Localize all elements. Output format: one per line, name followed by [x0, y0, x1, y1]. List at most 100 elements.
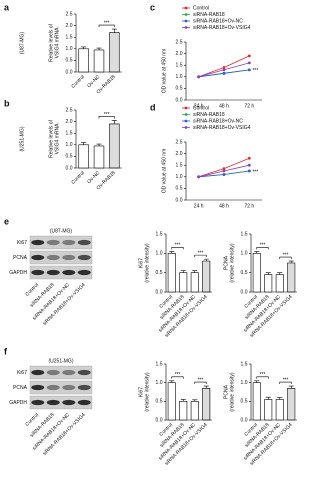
y-tick-label: 1.0: [156, 380, 163, 386]
significance-bracket: [194, 254, 207, 258]
error-bar: [288, 385, 294, 389]
y-tick-label: 1.0: [241, 251, 248, 257]
y-tick-label: 1.5: [66, 131, 73, 137]
y-tick-label: 0.5: [66, 154, 73, 160]
y-tick-label: 0.0: [156, 417, 163, 423]
legend-label: Control: [193, 105, 209, 111]
significance-bracket: [256, 376, 269, 379]
figure: abcdef(U87-MG)Ki67PCNAGAPDHControlsiRNA-…: [4, 2, 297, 467]
blot-band: [46, 369, 60, 376]
point: [247, 169, 251, 173]
error-bar: [81, 46, 87, 49]
y-axis-label: (relative intensity): [229, 372, 235, 412]
blot-band: [46, 254, 60, 261]
y-tick-label: 2.0: [176, 151, 183, 157]
blot-band: [62, 369, 76, 376]
y-tick-label: 2.5: [176, 139, 183, 145]
panel-letter: f: [4, 346, 8, 356]
blot-band: [62, 269, 76, 276]
x-tick-label: 24 h: [194, 203, 204, 209]
blot-band: [31, 254, 45, 261]
error-bar: [96, 47, 102, 50]
legend-label: siRNA-RAB18+Ov-NC: [193, 18, 243, 24]
error-bar: [254, 380, 260, 383]
error-bar: [288, 260, 294, 263]
y-axis-label: (relative intensity): [144, 243, 150, 283]
blot-band: [31, 269, 45, 276]
y-tick-label: 1.0: [176, 174, 183, 180]
point: [222, 71, 226, 75]
blot-row-label: Ki67: [17, 370, 27, 376]
error-bar: [111, 120, 117, 124]
y-axis-label: PCNA: [223, 255, 229, 270]
point: [247, 156, 251, 160]
significance-bracket: [98, 24, 115, 28]
y-tick-label: 2.0: [176, 51, 183, 57]
y-tick-label: 2.0: [66, 119, 73, 125]
point: [197, 75, 201, 79]
blot-row-label: GAPDH: [9, 400, 27, 406]
legend-marker: [184, 119, 188, 123]
panel-letter: b: [4, 98, 10, 108]
y-axis-label: Ki67: [138, 387, 144, 397]
error-bar: [265, 396, 271, 400]
x-tick-label: 48 h: [219, 103, 229, 109]
error-bar: [192, 399, 198, 402]
significance-bracket: [171, 376, 184, 379]
blot-strip: [29, 235, 93, 250]
error-bar: [111, 28, 117, 33]
y-axis-label: VSIG4 mRNA: [54, 27, 60, 59]
y-axis-label: Ki67: [138, 258, 144, 268]
error-bar: [180, 270, 186, 273]
legend-marker: [184, 113, 188, 116]
blot-band: [62, 399, 76, 406]
bar: [264, 274, 273, 293]
bar: [287, 262, 296, 293]
legend-label: Control: [193, 5, 209, 11]
significance-label: ***: [252, 68, 258, 74]
significance-bracket: [171, 247, 184, 250]
blot-band: [31, 369, 45, 376]
error-bar: [180, 399, 186, 402]
y-tick-label: 0.0: [176, 197, 183, 203]
panel-letter: d: [150, 102, 156, 112]
panel-letter: c: [150, 2, 155, 12]
blot-band: [77, 384, 91, 391]
significance-label: ***: [104, 20, 110, 26]
significance-label: ***: [175, 243, 181, 249]
y-tick-label: 1.0: [176, 74, 183, 80]
y-axis-label: Relative levels of: [48, 23, 54, 61]
legend-label: siRNA-RAB18+Ov-VSIG4: [193, 25, 251, 31]
error-bar: [277, 397, 283, 400]
bar: [252, 253, 261, 293]
x-tick-label: 48 h: [219, 203, 229, 209]
bar: [275, 399, 284, 421]
significance-label: ***: [283, 377, 289, 383]
blot-strip: [29, 395, 93, 410]
bar: [78, 144, 89, 169]
bar: [190, 272, 199, 293]
y-axis-label: PCNA: [223, 384, 229, 399]
point: [247, 68, 251, 72]
y-tick-label: 0.0: [241, 289, 248, 295]
significance-label: ***: [198, 250, 204, 256]
blot-cell: (U251-MG): [48, 358, 73, 364]
y-tick-label: 0.5: [66, 58, 73, 64]
error-bar: [265, 272, 271, 275]
y-tick-label: 1.5: [176, 63, 183, 69]
y-tick-label: 1.5: [156, 361, 163, 367]
bar: [93, 49, 105, 73]
error-bar: [192, 270, 198, 273]
y-axis-label: (relative intensity): [229, 243, 235, 283]
point: [222, 167, 226, 171]
bar: [167, 253, 176, 293]
y-tick-label: 0.0: [66, 69, 73, 75]
y-tick-label: 1.5: [66, 35, 73, 41]
legend-label: siRNA-RAB18: [193, 12, 225, 18]
error-bar: [203, 258, 209, 262]
y-axis-label: OD value at 450 nm: [161, 149, 167, 193]
legend-marker: [184, 6, 188, 10]
legend-marker: [184, 19, 188, 23]
x-tick-label: Control: [70, 170, 86, 186]
significance-label: ***: [260, 243, 266, 249]
